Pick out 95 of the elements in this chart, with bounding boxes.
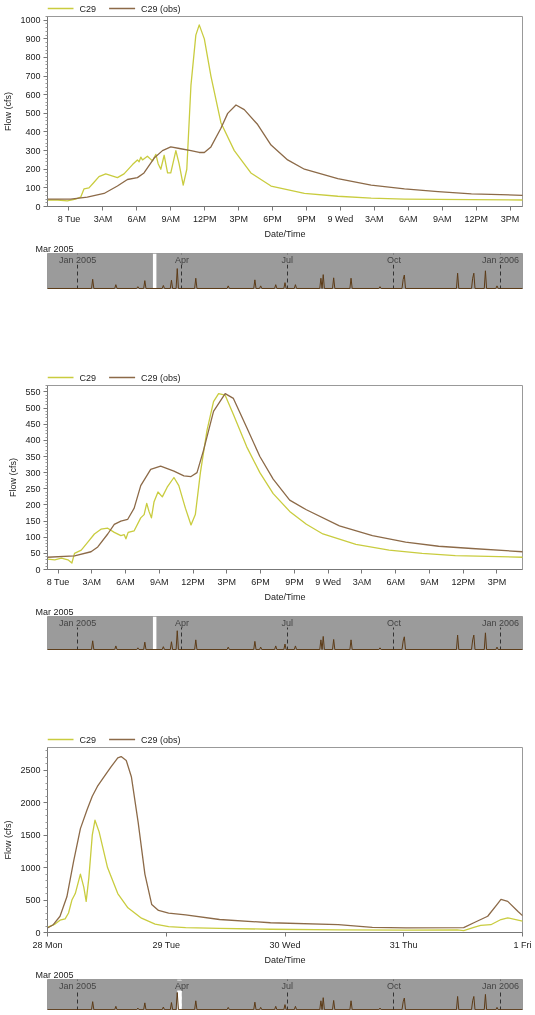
y-tick-label: 0 <box>35 564 41 575</box>
y-axis-title: Flow (cfs) <box>8 458 19 497</box>
x-tick-label: 6AM <box>386 576 405 587</box>
y-tick-label: 1000 <box>20 862 41 873</box>
y-axis-title: Flow (cfs) <box>3 820 14 860</box>
x-tick-label: 9AM <box>150 576 169 587</box>
y-tick-label: 350 <box>25 451 41 462</box>
line-series <box>47 104 523 200</box>
x-tick-label: 9AM <box>432 213 452 224</box>
line-series <box>47 24 523 202</box>
x-tick-label: 6AM <box>116 576 135 587</box>
x-tick-label: 31 Thu <box>389 939 418 950</box>
x-tick-label: 12PM <box>192 213 217 224</box>
legend-label: C29 (obs) <box>141 734 181 745</box>
x-tick-label: Jan 2005 <box>59 980 97 991</box>
x-axis-title: Date/Time <box>264 954 306 965</box>
x-tick-label: Jul <box>281 254 294 265</box>
y-tick-label: 1500 <box>20 830 41 841</box>
x-tick-label: Jan 2006 <box>481 617 520 628</box>
y-axis-title: Flow (cfs) <box>3 92 14 131</box>
x-tick-label: 9AM <box>420 576 439 587</box>
legend-label: C29 <box>79 3 97 14</box>
y-tick-label: 400 <box>25 126 41 137</box>
x-tick-label: 12PM <box>181 576 205 587</box>
legend-label: C29 (obs) <box>141 3 181 14</box>
x-tick-label: Jul <box>281 980 294 991</box>
x-tick-label: 3AM <box>352 576 372 587</box>
x-tick-label: 6PM <box>251 576 270 587</box>
x-tick-label: Apr <box>174 980 189 991</box>
x-tick-label: Jan 2006 <box>481 980 520 991</box>
x-tick-label: Jan 2006 <box>481 254 520 265</box>
x-tick-label: Jan 2005 <box>59 617 97 628</box>
x-tick-label: 6PM <box>263 213 282 224</box>
x-tick-label: 3AM <box>365 213 384 224</box>
x-tick-label: Jul <box>281 617 294 628</box>
x-tick-label: Jan 2005 <box>59 254 97 265</box>
text: Mar 2005 <box>35 606 74 617</box>
legend-label: C29 <box>79 734 97 745</box>
x-tick-label: 28 Mon <box>32 939 63 950</box>
x-tick-label: Apr <box>174 254 189 265</box>
y-tick-label: 2500 <box>20 765 41 776</box>
y-tick-label: 600 <box>25 89 41 100</box>
y-tick-label: 50 <box>30 548 41 559</box>
y-tick-label: 200 <box>25 164 41 175</box>
x-tick-label: 3PM <box>217 576 237 587</box>
y-tick-label: 450 <box>25 419 41 430</box>
x-tick-label: 3PM <box>487 576 507 587</box>
x-tick-label: 9PM <box>285 576 304 587</box>
x-tick-label: 9PM <box>297 213 316 224</box>
x-axis-title: Date/Time <box>264 228 306 239</box>
x-tick-label: Apr <box>174 617 189 628</box>
x-tick-label: 9AM <box>161 213 181 224</box>
y-tick-label: 800 <box>25 52 41 63</box>
x-tick-label: 12PM <box>451 576 475 587</box>
y-tick-label: 500 <box>25 895 41 906</box>
x-tick-label: 6AM <box>127 213 147 224</box>
y-tick-label: 100 <box>25 532 41 543</box>
text: Mar 2005 <box>35 969 74 980</box>
y-tick-label: 900 <box>25 33 41 44</box>
y-tick-label: 2000 <box>20 797 41 808</box>
legend-label: C29 (obs) <box>141 372 181 383</box>
legend-label: C29 <box>79 372 97 383</box>
x-tick-label: 8 Tue <box>57 213 81 224</box>
y-tick-label: 500 <box>25 108 41 119</box>
y-tick-label: 550 <box>25 386 41 397</box>
y-tick-label: 400 <box>25 435 41 446</box>
x-tick-label: 30 Wed <box>269 939 301 950</box>
x-tick-label: 9 Wed <box>315 576 342 587</box>
x-tick-label: 3AM <box>82 576 102 587</box>
x-tick-label: Oct <box>386 617 402 628</box>
y-tick-label: 100 <box>25 182 41 193</box>
y-tick-label: 300 <box>25 467 41 478</box>
y-tick-label: 500 <box>25 403 41 414</box>
y-tick-label: 150 <box>25 516 41 527</box>
x-tick-label: 3PM <box>500 213 520 224</box>
y-tick-label: 300 <box>25 145 41 156</box>
x-tick-label: 3PM <box>229 213 248 224</box>
x-tick-label: Oct <box>386 980 402 991</box>
line-series <box>47 755 523 929</box>
y-tick-label: 700 <box>25 71 41 82</box>
y-tick-label: 0 <box>35 201 41 212</box>
x-tick-label: 12PM <box>464 213 488 224</box>
y-tick-label: 0 <box>35 927 41 938</box>
x-axis-title: Date/Time <box>264 591 306 602</box>
x-tick-label: 3AM <box>93 213 113 224</box>
y-tick-label: 200 <box>25 499 41 510</box>
x-tick-label: 1 Fri <box>513 939 532 950</box>
text: Mar 2005 <box>35 243 74 254</box>
x-tick-label: 9 Wed <box>327 213 354 224</box>
y-tick-label: 1000 <box>20 15 41 26</box>
x-tick-label: Oct <box>386 254 402 265</box>
y-tick-label: 250 <box>25 483 41 494</box>
x-tick-label: 8 Tue <box>46 576 70 587</box>
x-tick-label: 29 Tue <box>152 939 180 950</box>
x-tick-label: 6AM <box>399 213 418 224</box>
